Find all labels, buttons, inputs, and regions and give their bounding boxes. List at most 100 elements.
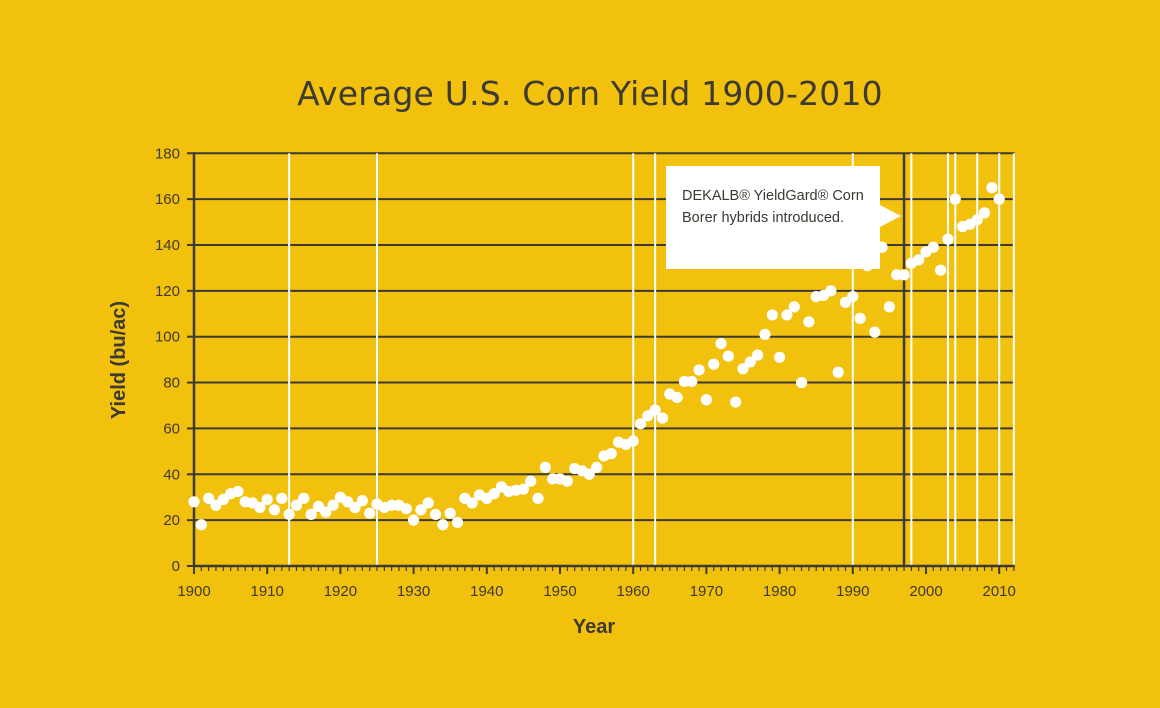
x-tick-label: 1940 <box>470 583 503 600</box>
y-tick-labels: 0 20 40 60 80 100 120 140 160 180 <box>155 145 194 575</box>
data-point <box>803 316 815 328</box>
data-point <box>927 241 939 253</box>
data-point <box>400 503 412 515</box>
data-point <box>869 326 881 338</box>
x-tick-label: 2010 <box>983 583 1016 600</box>
data-point <box>232 485 244 498</box>
data-point <box>832 366 844 378</box>
data-point <box>686 375 698 388</box>
data-point <box>766 309 778 321</box>
data-point <box>517 483 530 495</box>
data-point <box>276 492 288 504</box>
data-point <box>422 497 434 509</box>
data-point <box>539 461 551 474</box>
data-point <box>693 364 705 376</box>
x-axis-title: Year <box>573 616 615 638</box>
data-point <box>781 309 793 321</box>
data-point <box>971 214 983 226</box>
x-tick-label: 1930 <box>397 583 430 600</box>
data-point <box>261 493 273 506</box>
data-point <box>298 492 310 504</box>
data-point <box>788 301 800 313</box>
x-tick-label: 1950 <box>543 583 576 600</box>
data-point <box>488 488 500 500</box>
data-point <box>429 508 442 521</box>
annotation-callout: DEKALB® YieldGard® Corn Borer hybrids in… <box>666 166 880 269</box>
y-tick-label: 140 <box>155 237 180 254</box>
y-tick-label: 80 <box>163 375 180 392</box>
data-point <box>254 501 266 514</box>
data-point <box>825 285 837 297</box>
y-tick-label: 60 <box>163 420 180 437</box>
data-point <box>268 504 281 516</box>
x-tick-label: 1900 <box>177 583 210 600</box>
data-point <box>290 499 303 511</box>
data-point <box>978 207 991 219</box>
data-point <box>942 233 954 245</box>
data-point <box>656 412 669 424</box>
data-point <box>737 363 749 375</box>
data-point <box>759 328 771 341</box>
data-point <box>195 519 207 531</box>
data-point <box>305 508 317 521</box>
data-point <box>993 193 1005 205</box>
data-point <box>349 501 361 514</box>
data-point <box>327 499 339 511</box>
data-point <box>203 492 215 504</box>
data-point <box>649 404 661 416</box>
x-tick-label: 1920 <box>324 583 357 600</box>
data-point <box>188 496 200 508</box>
data-point <box>451 516 464 529</box>
data-point <box>283 508 295 521</box>
y-tick-label: 100 <box>155 329 180 346</box>
data-point <box>986 182 998 194</box>
data-point <box>364 507 376 519</box>
data-point <box>744 356 756 368</box>
x-tick-label: 1990 <box>836 583 869 600</box>
data-point <box>627 435 639 447</box>
y-tick-label: 160 <box>155 191 180 208</box>
highlight-year-lines <box>288 153 1015 566</box>
data-point <box>898 269 910 281</box>
data-point <box>752 349 764 361</box>
data-point <box>708 358 720 370</box>
data-point <box>532 492 544 504</box>
chart-title: Average U.S. Corn Yield 1900-2010 <box>297 74 883 113</box>
data-point <box>466 497 478 509</box>
data-point <box>854 312 866 324</box>
data-point <box>935 264 947 276</box>
x-tick-label: 1970 <box>690 583 723 600</box>
data-point <box>774 351 786 363</box>
data-point <box>949 193 961 205</box>
y-tick-label: 0 <box>172 558 180 575</box>
data-point <box>913 254 925 266</box>
data-point <box>883 301 896 313</box>
data-point <box>700 394 713 406</box>
data-point <box>715 337 727 350</box>
data-point <box>605 448 617 460</box>
y-tick-label: 120 <box>155 283 180 300</box>
data-point <box>561 475 573 487</box>
data-point <box>356 495 368 507</box>
data-point <box>408 514 420 526</box>
data-point <box>671 391 683 404</box>
data-point <box>437 519 449 531</box>
y-tick-label: 20 <box>163 512 180 529</box>
data-point <box>722 350 734 362</box>
x-tick-label: 1910 <box>251 583 284 600</box>
y-axis-title: Yield (bu/ac) <box>108 301 130 419</box>
data-point <box>415 504 427 516</box>
data-point <box>525 475 537 487</box>
y-tick-label: 180 <box>155 145 180 162</box>
y-tick-label: 40 <box>163 466 180 483</box>
x-tick-label: 1980 <box>763 583 796 600</box>
data-point <box>320 506 332 518</box>
data-points <box>188 182 1005 531</box>
callout-pointer <box>880 205 901 227</box>
data-point <box>591 461 603 474</box>
x-tick-label: 1960 <box>617 583 650 600</box>
data-point <box>730 396 742 408</box>
data-point <box>583 468 595 480</box>
data-point <box>847 290 859 303</box>
